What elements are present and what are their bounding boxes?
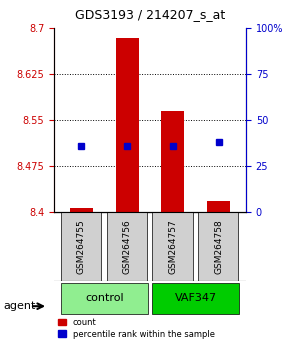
FancyBboxPatch shape [152,212,193,281]
Text: agent: agent [3,301,35,311]
FancyBboxPatch shape [152,282,239,314]
FancyBboxPatch shape [61,282,148,314]
Bar [70,208,93,212]
Bar [207,201,230,212]
Text: GDS3193 / 214207_s_at: GDS3193 / 214207_s_at [75,8,225,21]
FancyBboxPatch shape [61,212,101,281]
Text: VAF347: VAF347 [175,293,217,303]
Text: GSM264757: GSM264757 [168,219,177,274]
Text: GSM264755: GSM264755 [77,219,86,274]
Text: GSM264758: GSM264758 [214,219,223,274]
Legend: count, percentile rank within the sample: count, percentile rank within the sample [56,316,217,340]
FancyBboxPatch shape [198,212,238,281]
Bar [116,38,139,212]
Text: control: control [85,293,124,303]
FancyBboxPatch shape [106,212,147,281]
Bar [161,111,184,212]
Text: GSM264756: GSM264756 [123,219,132,274]
